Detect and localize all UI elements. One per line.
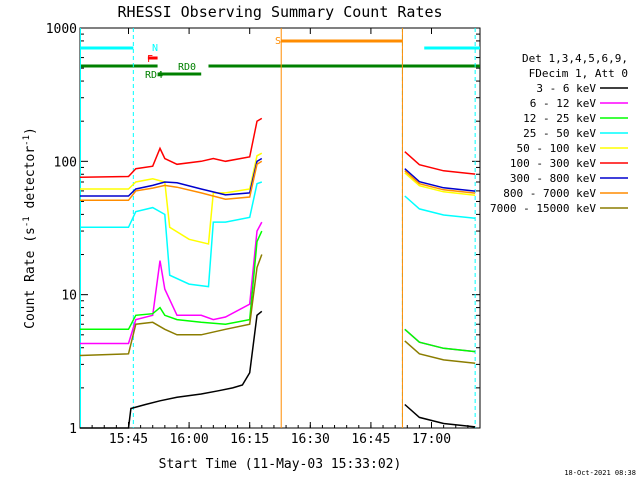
y-tick-label: 100 (54, 155, 77, 170)
legend-header-line: FDecim 1, Att 0 (529, 67, 628, 80)
legend-entry-label: 12 - 25 keV (523, 112, 596, 125)
x-tick-label: 16:00 (170, 432, 209, 447)
series-line (404, 340, 476, 364)
legend-entry-label: 50 - 100 keV (517, 142, 597, 155)
x-tick-label: 17:00 (412, 432, 451, 447)
legend-entry-label: 7000 - 15000 keV (490, 202, 596, 215)
legend-header-line: Det 1,3,4,5,6,9, (522, 52, 628, 65)
series-line (404, 328, 476, 353)
y-axis-label: Count Rate (s-1 detector-1) (22, 127, 38, 329)
chart-title: RHESSI Observing Summary Count Rates (117, 3, 442, 21)
legend-entry-label: 3 - 6 keV (536, 82, 596, 95)
series-line (80, 181, 263, 288)
legend-entry-label: 6 - 12 keV (530, 97, 597, 110)
series-line (404, 170, 476, 194)
y-tick-label: 10 (61, 289, 77, 304)
x-tick-label: 16:45 (351, 432, 390, 447)
segment-label: N (152, 43, 158, 54)
segment-label: S (275, 36, 281, 47)
series-line (404, 151, 476, 175)
x-tick-label: 16:30 (291, 432, 330, 447)
series-line (404, 403, 476, 428)
series-line (80, 152, 263, 245)
x-tick-label: 15:45 (109, 432, 148, 447)
series-line (80, 230, 263, 331)
series-line (79, 117, 263, 178)
series-line (404, 172, 476, 196)
series-line (80, 160, 263, 202)
series-line (404, 168, 476, 192)
segment-label: RD0 (178, 62, 196, 73)
y-tick-label: 1000 (46, 22, 77, 37)
segment-label: F (147, 54, 153, 65)
series-line (404, 195, 476, 220)
series-line (79, 254, 263, 357)
x-tick-label: 16:15 (230, 432, 269, 447)
y-tick-label: 1 (69, 422, 77, 437)
series-line (80, 157, 263, 197)
x-axis-label: Start Time (11-May-03 15:33:02) (159, 457, 402, 472)
series-line (80, 310, 263, 429)
series-line (80, 221, 263, 345)
legend-entry-label: 25 - 50 keV (523, 127, 596, 140)
segment-label: RD4 (145, 70, 163, 81)
plot-area (79, 27, 481, 429)
legend-entry-label: 100 - 300 keV (510, 157, 596, 170)
timestamp: 18-Oct-2021 08:38 (564, 469, 636, 477)
legend-entry-label: 300 - 800 keV (510, 172, 596, 185)
legend-entry-label: 800 - 7000 keV (503, 187, 596, 200)
series-line (404, 328, 476, 353)
